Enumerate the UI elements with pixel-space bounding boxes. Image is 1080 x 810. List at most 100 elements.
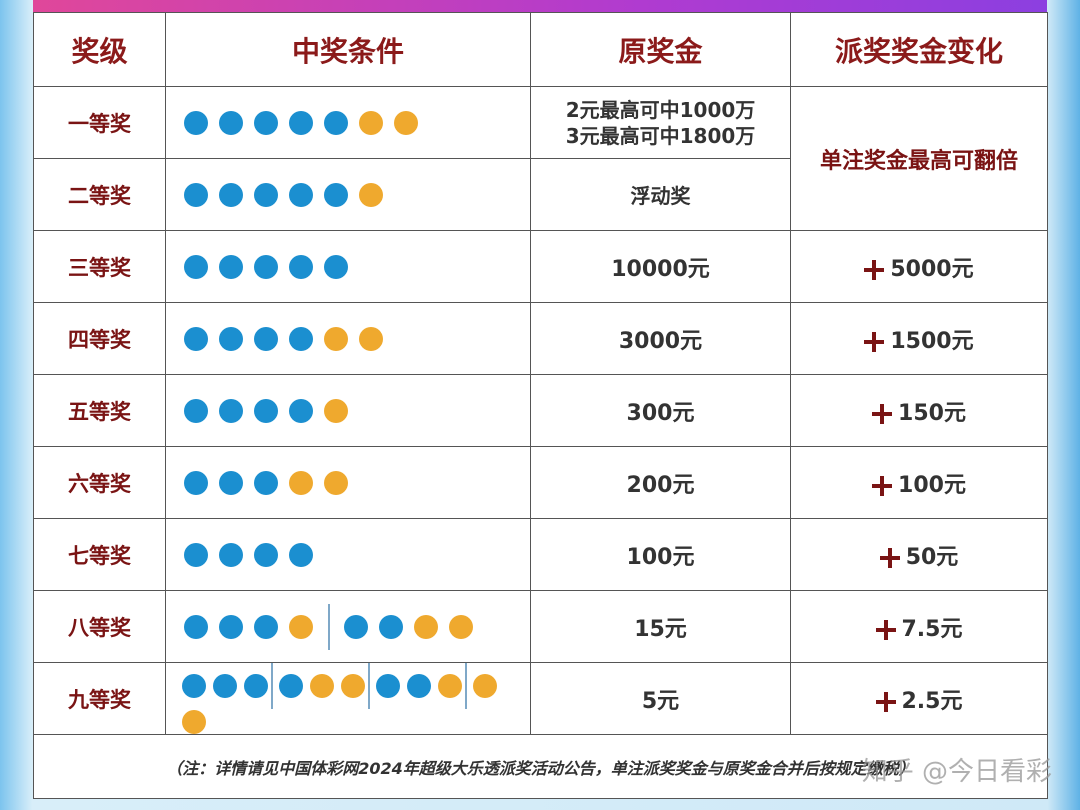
row: 五等奖 300元 150元 xyxy=(33,374,1048,447)
prize: 10000元 xyxy=(530,230,791,303)
blue-ball xyxy=(213,674,237,698)
orange-ball xyxy=(310,674,334,698)
prize-line: 2元最高可中1000万 xyxy=(565,97,756,122)
row: 八等奖 15元 7.5元 xyxy=(33,590,1048,663)
orange-ball xyxy=(341,674,365,698)
blue-ball xyxy=(219,471,243,495)
plus-icon xyxy=(879,547,900,568)
blue-ball xyxy=(219,255,243,279)
bonus: 100元 xyxy=(898,472,966,498)
level: 六等奖 xyxy=(33,446,166,519)
blue-ball xyxy=(376,674,400,698)
orange-ball xyxy=(289,471,313,495)
level: 七等奖 xyxy=(33,518,166,591)
bonus-cell: 100元 xyxy=(790,446,1048,519)
blue-ball xyxy=(289,399,313,423)
blue-ball xyxy=(219,614,243,639)
blue-ball xyxy=(289,111,313,135)
row: 九等奖 5元 2.5元 xyxy=(33,662,1048,735)
blue-ball xyxy=(184,111,208,135)
header-row: 奖级 中奖条件 原奖金 派奖奖金变化 xyxy=(33,12,1048,87)
prize: 2元最高可中1000万 3元最高可中1800万 xyxy=(530,86,791,159)
blue-ball xyxy=(289,543,313,567)
plus-icon xyxy=(872,475,893,496)
header-cell: 奖级 xyxy=(33,12,166,87)
row: 二等奖 浮动奖 xyxy=(33,158,1048,231)
orange-ball xyxy=(359,111,383,135)
prize: 100元 xyxy=(530,518,791,591)
blue-ball xyxy=(184,543,208,567)
prize: 15元 xyxy=(530,590,791,663)
bonus: 单注奖金最高可翻倍 xyxy=(790,86,1048,231)
orange-ball xyxy=(438,674,462,698)
balls xyxy=(165,518,531,591)
prize: 浮动奖 xyxy=(530,158,791,231)
prize-card: 奖级 中奖条件 原奖金 派奖奖金变化 一等奖 2元最高可中1000万 3元最高可… xyxy=(33,12,1048,799)
separator xyxy=(465,663,467,709)
orange-ball xyxy=(324,471,348,495)
bonus: 50元 xyxy=(905,544,959,570)
blue-ball xyxy=(254,255,278,279)
level: 三等奖 xyxy=(33,230,166,303)
footer-row: （注：详情请见中国体彩网2024年超级大乐透派奖活动公告，单注派奖奖金与原奖金合… xyxy=(33,734,1048,799)
separator xyxy=(328,603,330,650)
bonus-cell: 1500元 xyxy=(790,302,1048,375)
bonus-cell: 5000元 xyxy=(790,230,1048,303)
balls xyxy=(165,590,531,663)
prize: 5元 xyxy=(530,662,791,735)
plus-icon xyxy=(875,691,896,712)
blue-ball xyxy=(244,674,268,698)
separator xyxy=(271,663,273,709)
level: 四等奖 xyxy=(33,302,166,375)
blue-ball xyxy=(219,399,243,423)
prize: 200元 xyxy=(530,446,791,519)
blue-ball xyxy=(324,255,348,279)
plus-icon xyxy=(864,331,885,352)
row: 三等奖 10000元 5000元 xyxy=(33,230,1048,303)
orange-ball xyxy=(182,710,206,734)
level: 五等奖 xyxy=(33,374,166,447)
row: 七等奖 100元 50元 xyxy=(33,518,1048,591)
balls xyxy=(165,662,531,735)
blue-ball xyxy=(279,674,303,698)
bonus-cell: 50元 xyxy=(790,518,1048,591)
orange-ball xyxy=(289,614,313,639)
blue-ball xyxy=(219,183,243,207)
blue-ball xyxy=(184,399,208,423)
blue-ball xyxy=(254,471,278,495)
level: 八等奖 xyxy=(33,590,166,663)
bonus: 2.5元 xyxy=(901,688,963,714)
blue-ball xyxy=(254,111,278,135)
blue-ball xyxy=(379,614,403,639)
blue-ball xyxy=(219,111,243,135)
row: 六等奖 200元 100元 xyxy=(33,446,1048,519)
blue-ball xyxy=(254,614,278,639)
balls xyxy=(165,374,531,447)
balls xyxy=(165,302,531,375)
bonus-cell: 150元 xyxy=(790,374,1048,447)
bonus: 7.5元 xyxy=(901,616,963,642)
blue-ball xyxy=(254,543,278,567)
prize: 3000元 xyxy=(530,302,791,375)
orange-ball xyxy=(324,399,348,423)
blue-ball xyxy=(254,399,278,423)
level: 二等奖 xyxy=(33,158,166,231)
blue-ball xyxy=(182,674,206,698)
watermark: 知乎 @今日看彩 xyxy=(861,757,1052,787)
blue-ball xyxy=(184,183,208,207)
blue-ball xyxy=(324,111,348,135)
bonus: 150元 xyxy=(898,400,966,426)
prize-table: 奖级 中奖条件 原奖金 派奖奖金变化 一等奖 2元最高可中1000万 3元最高可… xyxy=(33,12,1048,799)
row: 一等奖 2元最高可中1000万 3元最高可中1800万 单注奖金最高可翻倍 xyxy=(33,86,1048,231)
prize: 300元 xyxy=(530,374,791,447)
footnote: （注：详情请见中国体彩网2024年超级大乐透派奖活动公告，单注派奖奖金与原奖金合… xyxy=(33,734,1048,799)
blue-ball xyxy=(324,183,348,207)
blue-ball xyxy=(184,327,208,351)
blue-ball xyxy=(289,183,313,207)
blue-ball xyxy=(289,327,313,351)
orange-ball xyxy=(324,327,348,351)
header-cell: 派奖奖金变化 xyxy=(790,12,1048,87)
blue-ball xyxy=(184,614,208,639)
orange-ball xyxy=(394,111,418,135)
